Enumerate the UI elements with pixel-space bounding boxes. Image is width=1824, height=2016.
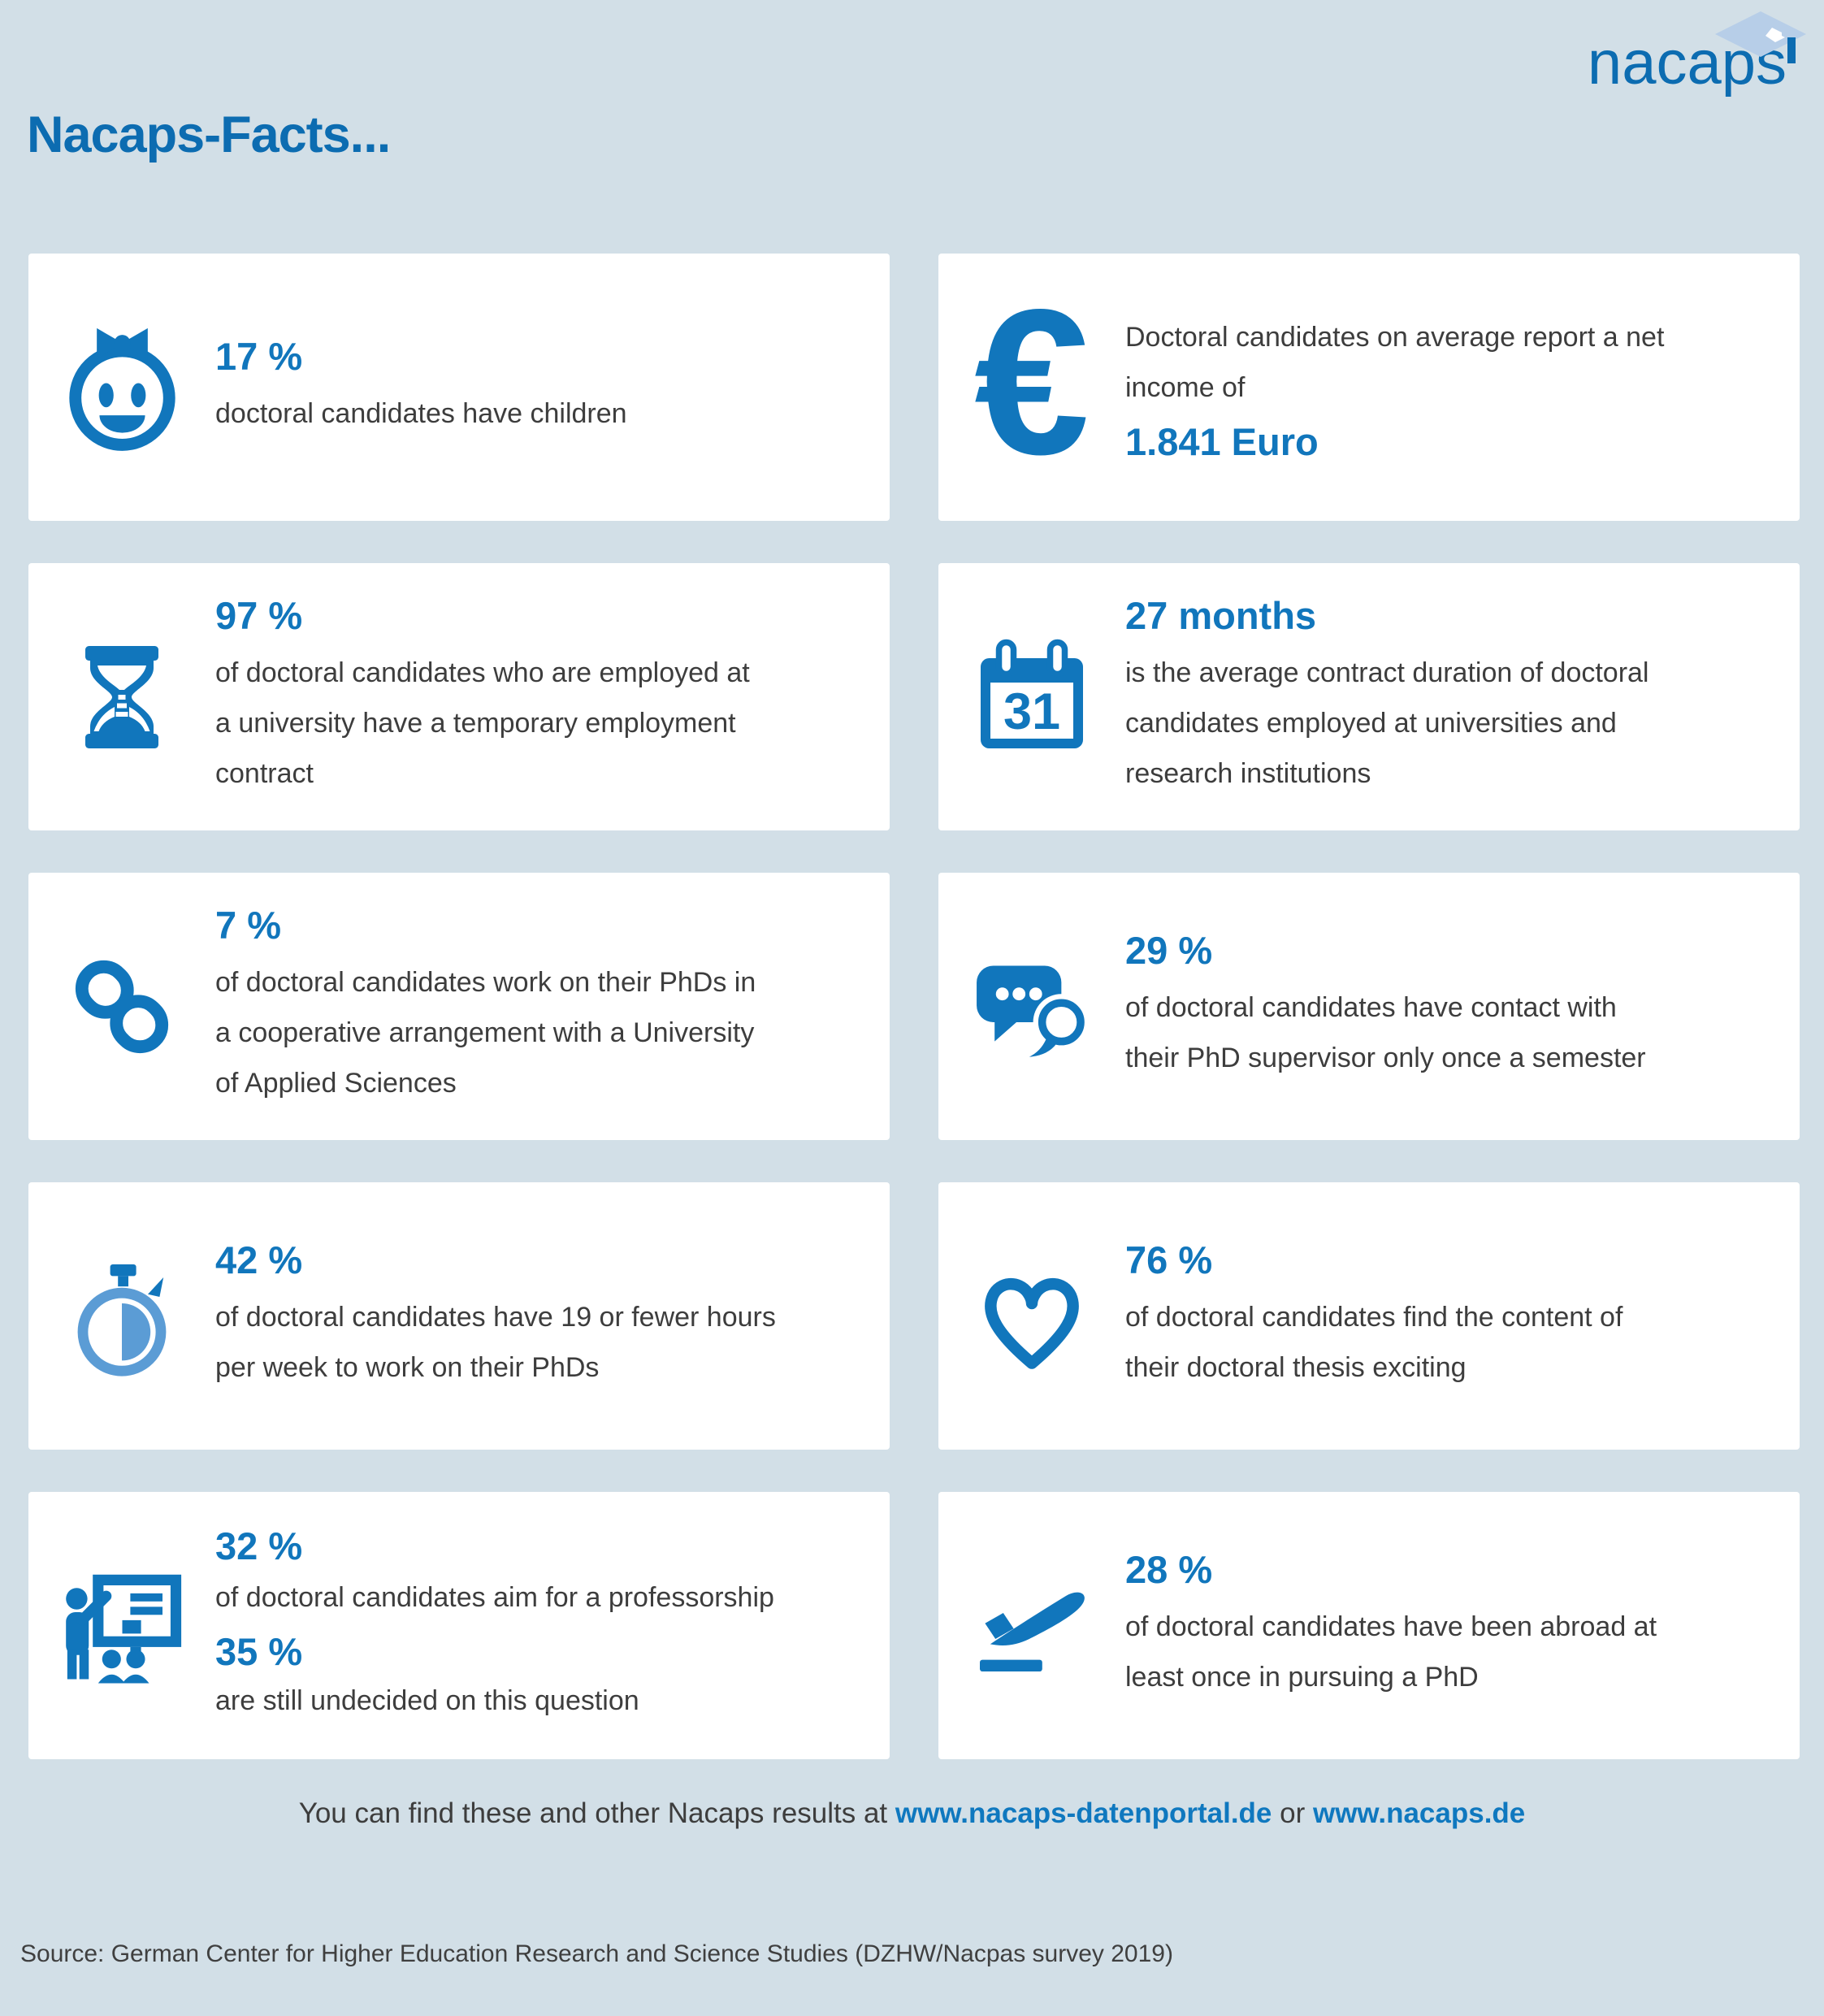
fact-card-thesis-exciting: 76 % of doctoral candidates find the con… — [938, 1182, 1800, 1450]
fact-card-supervisor-contact: 29 % of doctoral candidates have contact… — [938, 873, 1800, 1140]
stat-caption: is the average contract duration of doct… — [1125, 657, 1649, 689]
fact-card-cooperative-phd: 7 % of doctoral candidates work on their… — [28, 873, 890, 1140]
stat-caption: their doctoral thesis exciting — [1125, 1352, 1467, 1384]
results-text-between: or — [1272, 1797, 1313, 1829]
page-title: Nacaps-Facts... — [27, 106, 391, 163]
fact-card-income: € Doctoral candidates on average report … — [938, 254, 1800, 521]
euro-icon: € — [974, 266, 1090, 498]
fact-card-abroad: 28 % of doctoral candidates have been ab… — [938, 1492, 1800, 1759]
graduation-cap-icon — [1715, 11, 1806, 63]
hourglass-icon — [85, 645, 158, 748]
stat-value: 28 % — [1125, 1547, 1213, 1591]
stat-caption: a university have a temporary employment — [215, 708, 736, 739]
fact-card-children: 17 % doctoral candidates have children — [28, 254, 890, 521]
fact-card-temporary-contract: 97 % of doctoral candidates who are empl… — [28, 563, 890, 830]
stat-value: 1.841 Euro — [1125, 419, 1319, 463]
facts-grid: 17 % doctoral candidates have children €… — [28, 254, 1800, 1759]
link-icon — [75, 960, 169, 1053]
stat-caption: of doctoral candidates have been abroad … — [1125, 1611, 1657, 1643]
stat-value: 76 % — [1125, 1238, 1213, 1281]
stopwatch-icon — [77, 1264, 167, 1377]
stat-caption: least once in pursuing a PhD — [1125, 1662, 1479, 1693]
stat-caption: of doctoral candidates who are employed … — [215, 657, 750, 689]
stat-caption: doctoral candidates have children — [215, 398, 627, 430]
results-line: You can find these and other Nacaps resu… — [0, 1797, 1824, 1830]
stat-caption: of doctoral candidates find the content … — [1125, 1302, 1623, 1333]
stat-caption: of doctoral candidates have contact with — [1125, 992, 1617, 1024]
stat-value: 27 months — [1125, 593, 1317, 637]
stat-value: 97 % — [215, 593, 303, 637]
stat-caption: research institutions — [1125, 758, 1371, 790]
stat-value: 42 % — [215, 1238, 303, 1281]
plane-icon — [980, 1592, 1085, 1671]
stat-value: 7 % — [215, 903, 281, 947]
stat-caption: of doctoral candidates aim for a profess… — [215, 1581, 774, 1613]
stat-value: 17 % — [215, 334, 303, 378]
heart-icon — [985, 1277, 1079, 1369]
stat-caption: are still undecided on this question — [215, 1685, 639, 1717]
stat-caption: income of — [1125, 371, 1246, 403]
stat-caption: of doctoral candidates work on their PhD… — [215, 967, 756, 999]
calendar-icon: 31 — [981, 639, 1083, 748]
stat-value: 29 % — [1125, 928, 1213, 972]
stat-caption: their PhD supervisor only once a semeste… — [1125, 1043, 1646, 1074]
nacaps-link[interactable]: www.nacaps.de — [1312, 1797, 1526, 1829]
stat-caption: of doctoral candidates have 19 or fewer … — [215, 1302, 776, 1333]
source-line: Source: German Center for Higher Educati… — [20, 1940, 1173, 1967]
fact-card-professorship: 32 % of doctoral candidates aim for a pr… — [28, 1492, 890, 1759]
stat-value: 32 % — [215, 1524, 303, 1567]
stat-caption: contract — [215, 758, 314, 790]
stat-caption: per week to work on their PhDs — [215, 1352, 600, 1384]
results-text-before: You can find these and other Nacaps resu… — [298, 1797, 895, 1829]
stat-caption: candidates employed at universities and — [1125, 708, 1617, 739]
calendar-day: 31 — [1003, 683, 1060, 740]
stat-caption: of Applied Sciences — [215, 1068, 457, 1099]
datenportal-link[interactable]: www.nacaps-datenportal.de — [895, 1797, 1272, 1829]
stat-caption: Doctoral candidates on average report a … — [1125, 321, 1665, 353]
fact-card-contract-duration: 31 27 months is the average contract dur… — [938, 563, 1800, 830]
chat-icon — [977, 965, 1090, 1057]
stat-value: 35 % — [215, 1629, 303, 1673]
stat-caption: a cooperative arrangement with a Univers… — [215, 1017, 755, 1049]
teach-icon — [65, 1574, 181, 1684]
fact-card-phd-hours: 42 % of doctoral candidates have 19 or f… — [28, 1182, 890, 1450]
baby-icon — [68, 327, 175, 451]
nacaps-logo: nacaps — [1588, 11, 1806, 98]
